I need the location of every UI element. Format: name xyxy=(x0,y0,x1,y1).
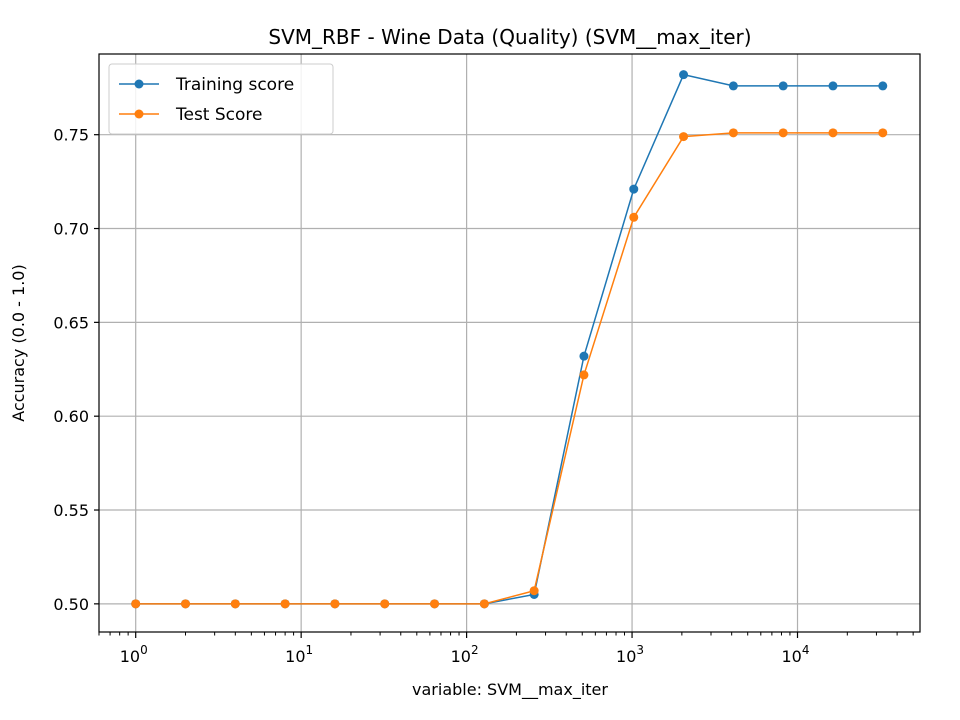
data-point xyxy=(131,599,141,609)
data-point xyxy=(529,586,539,596)
data-point xyxy=(778,128,788,138)
y-tick-label: 0.50 xyxy=(53,595,89,614)
data-point xyxy=(280,599,290,609)
legend-label: Test Score xyxy=(175,105,263,125)
data-point xyxy=(878,81,888,91)
legend: Training score Test Score xyxy=(108,63,334,135)
data-point xyxy=(479,599,489,609)
data-point xyxy=(778,81,788,91)
x-tick-label: 100 xyxy=(120,643,148,666)
data-point xyxy=(629,212,639,222)
data-point xyxy=(828,81,838,91)
data-point xyxy=(728,128,738,138)
legend-box xyxy=(108,63,334,135)
legend-marker xyxy=(134,109,144,119)
data-point xyxy=(230,599,240,609)
data-point xyxy=(579,370,589,380)
y-tick-label: 0.60 xyxy=(53,407,89,426)
y-tick-label: 0.65 xyxy=(53,313,89,332)
data-point xyxy=(380,599,390,609)
plot-frame xyxy=(98,53,921,633)
data-point xyxy=(579,351,589,361)
legend-marker xyxy=(134,79,144,89)
x-tick-label: 104 xyxy=(782,643,810,666)
y-tick-label: 0.55 xyxy=(53,501,89,520)
y-axis-title: Accuracy (0.0 - 1.0) xyxy=(9,264,28,421)
series-line-1 xyxy=(135,132,883,605)
y-tick-label: 0.70 xyxy=(53,220,89,239)
data-point xyxy=(181,599,191,609)
data-point xyxy=(828,128,838,138)
x-tick-label: 103 xyxy=(616,643,644,666)
data-point xyxy=(679,70,689,80)
chart-title: SVM_RBF - Wine Data (Quality) (SVM__max_… xyxy=(268,25,751,49)
data-point xyxy=(679,132,689,142)
x-tick-label: 101 xyxy=(285,643,313,666)
y-tick-label: 0.75 xyxy=(53,126,89,145)
x-axis-title: variable: SVM__max_iter xyxy=(412,680,608,700)
x-tick-label: 102 xyxy=(451,643,479,666)
data-point xyxy=(629,184,639,194)
data-point xyxy=(878,128,888,138)
data-point xyxy=(728,81,738,91)
data-point xyxy=(330,599,340,609)
data-point xyxy=(430,599,440,609)
grid xyxy=(99,54,920,632)
ticks: 0.50 0.55 0.60 0.65 0.70 0.75 100 101 102 103 104 xyxy=(53,126,914,666)
series-layer xyxy=(131,70,888,609)
legend-label: Training score xyxy=(175,75,294,95)
